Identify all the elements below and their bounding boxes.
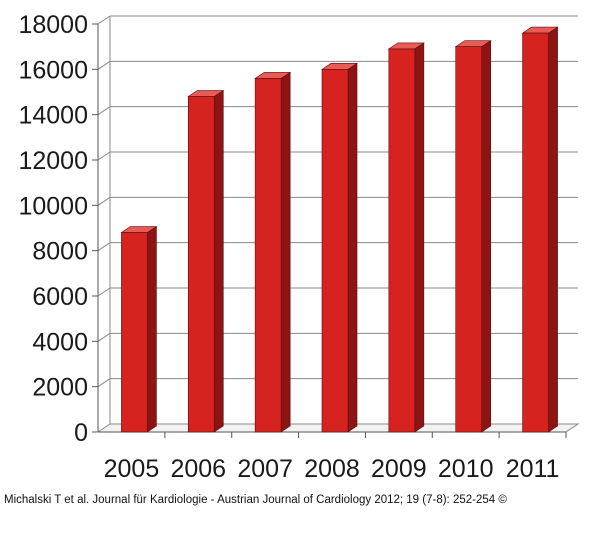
bar-2010 (454, 40, 492, 433)
gridline-depth (97, 196, 111, 206)
gridline-depth (97, 15, 111, 25)
bar-side (347, 62, 358, 433)
bar-2007 (254, 71, 292, 433)
gridline-depth (97, 287, 111, 297)
y-tick-label: 0 (74, 419, 88, 447)
y-tick-labels: 0 2000 4000 6000 8000 10000 12000 14000 16000 180… (18, 11, 88, 447)
bar-side (481, 40, 492, 433)
bar-side (213, 89, 224, 433)
x-tick-label: 2007 (237, 455, 293, 483)
bar-2006 (187, 89, 225, 433)
bar-front (254, 78, 282, 433)
gridline-depth (97, 242, 111, 252)
bar-front (187, 96, 215, 433)
bar-side (414, 42, 425, 433)
y-tick-label: 16000 (18, 56, 88, 84)
bar-front (455, 46, 483, 433)
x-tick-label: 2009 (371, 455, 427, 483)
bar-side (280, 71, 291, 433)
y-tick-label: 14000 (18, 102, 88, 130)
bar-front (321, 69, 349, 433)
x-tick-label: 2006 (170, 455, 226, 483)
y-tick-label: 10000 (18, 192, 88, 220)
bars (120, 26, 559, 433)
x-tick-label: 2011 (506, 455, 560, 483)
bar-2005 (120, 225, 158, 433)
bar-2011 (521, 26, 559, 433)
bar-chart: 0 2000 4000 6000 8000 10000 12000 14000 16000 180… (18, 11, 580, 483)
bar-front (522, 32, 549, 433)
bar-2008 (321, 62, 358, 433)
bar-side (147, 225, 157, 433)
y-tick-label: 12000 (18, 147, 88, 175)
gridline-depth (97, 60, 111, 70)
y-tick-label: 2000 (32, 374, 88, 402)
gridline-depth (97, 378, 111, 388)
bar-2009 (387, 42, 425, 433)
x-tick-label: 2005 (104, 455, 160, 483)
bar-side (548, 26, 558, 433)
x-tick-label: 2008 (304, 455, 360, 483)
x-tick-label: 2010 (438, 455, 494, 483)
gridline-depth (97, 332, 111, 342)
x-tick-labels: 2005 2006 2007 2008 2009 2010 2011 (104, 455, 560, 483)
y-tick-label: 6000 (32, 283, 88, 311)
bar-front (121, 232, 148, 433)
gridline-depth (97, 106, 111, 116)
bar-front (388, 48, 416, 433)
gridline-depth (97, 151, 111, 161)
y-tick-label: 8000 (32, 238, 88, 266)
source-credit: Michalski T et al. Journal für Kardiolog… (4, 494, 507, 506)
y-tick-label: 4000 (32, 328, 88, 356)
y-tick-label: 18000 (18, 11, 88, 39)
